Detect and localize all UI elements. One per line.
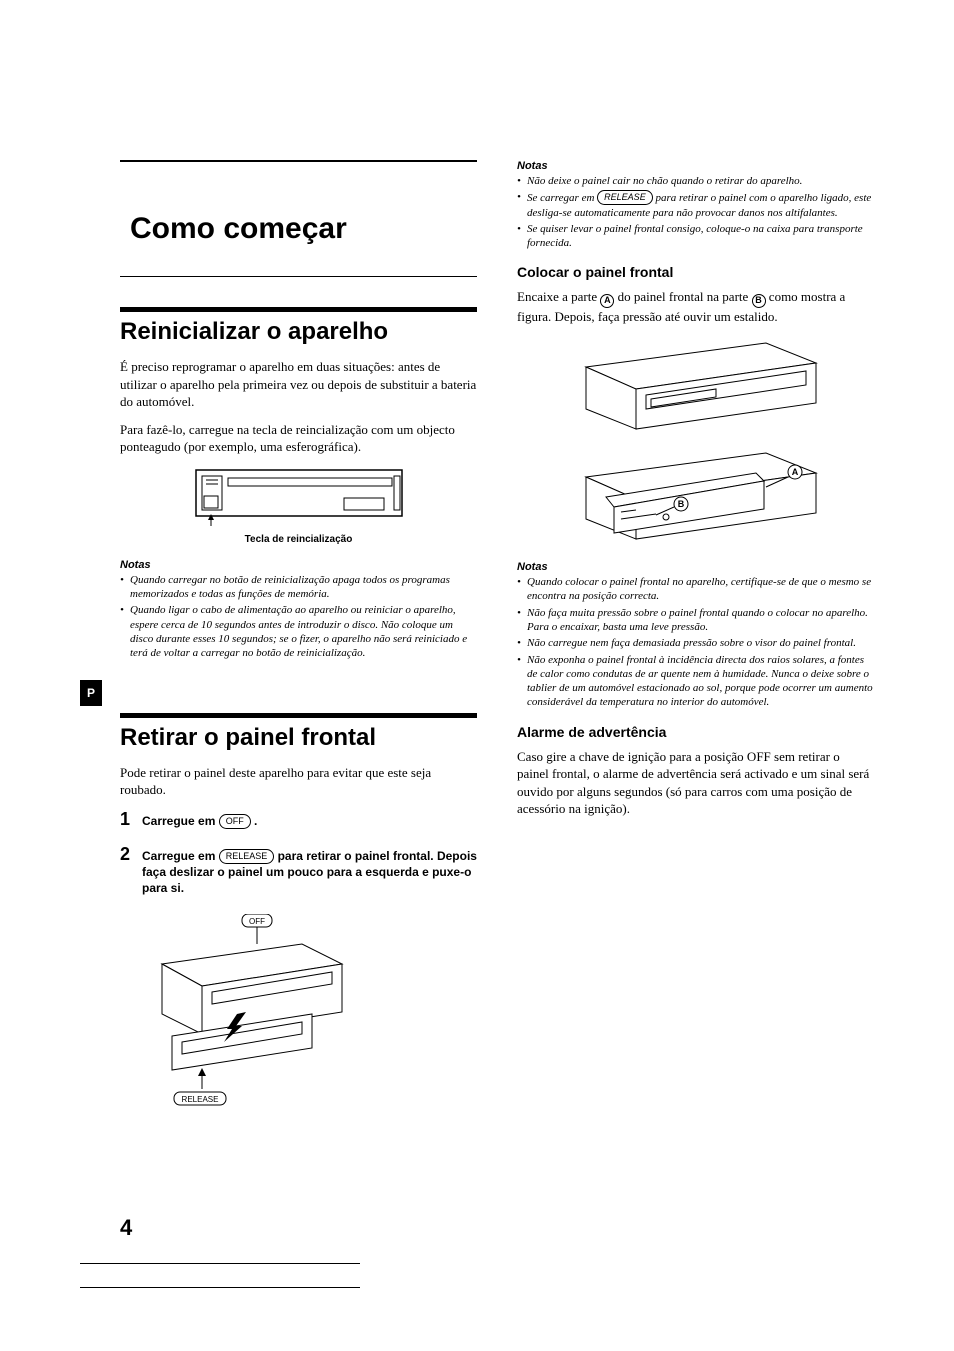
section-rule [120,713,477,718]
two-column-layout: Como começar Reinicializar o aparelho É … [120,160,874,1119]
body-text: É preciso reprogramar o aparelho em duas… [120,358,477,411]
bullet-icon: • [120,603,130,660]
notes-heading: Notas [517,561,874,573]
section-title-detach: Retirar o painel frontal [120,724,477,752]
step-text: Carregue em RELEASE para retirar o paine… [142,844,477,897]
release-button-label: RELEASE [219,849,275,864]
svg-text:B: B [677,499,684,509]
step-1: 1 Carregue em OFF . [120,809,477,830]
attach-panel-figure: A B [566,337,826,547]
note-text: Não deixe o painel cair no chão quando o… [527,174,802,188]
body-text: Caso gire a chave de ignição para a posi… [517,748,874,818]
note-item: • Quando ligar o cabo de alimentação ao … [120,603,477,660]
notes-heading: Notas [120,559,477,571]
note-item: • Não faça muita pressão sobre o painel … [517,606,874,635]
body-text: Para fazê-lo, carregue na tecla de reinc… [120,421,477,456]
off-button-label: OFF [219,814,251,829]
bullet-icon: • [517,575,527,604]
note-text: Quando colocar o painel frontal no apare… [527,575,874,604]
release-button-label: RELEASE [597,190,653,205]
subsection-title-attach: Colocar o painel frontal [517,264,874,280]
bullet-icon: • [517,222,527,251]
chapter-title: Como começar [130,212,477,246]
detach-panel-figure: OFF RELEASE [142,914,352,1114]
section-rule [120,307,477,312]
note-text: Não exponha o painel frontal à incidênci… [527,653,874,710]
note-item: • Não exponha o painel frontal à incidên… [517,653,874,710]
footer-rule-lines [80,1263,360,1311]
svg-text:OFF: OFF [249,917,265,926]
note-item: • Não carregue nem faça demasiada pressã… [517,636,874,650]
step-text: Carregue em OFF . [142,809,257,830]
bullet-icon: • [517,653,527,710]
reset-unit-figure [194,468,404,528]
note-text: Se carregar em RELEASE para retirar o pa… [527,190,874,220]
bullet-icon: • [517,636,527,650]
step-number: 2 [120,844,142,897]
body-text: Encaixe a parte A do painel frontal na p… [517,288,874,325]
language-tab: P [80,680,102,706]
notes-heading: Notas [517,160,874,172]
note-item: • Não deixe o painel cair no chão quando… [517,174,874,188]
note-text: Quando ligar o cabo de alimentação ao ap… [130,603,477,660]
note-item: • Quando colocar o painel frontal no apa… [517,575,874,604]
note-text: Não faça muita pressão sobre o painel fr… [527,606,874,635]
bullet-icon: • [517,190,527,220]
section-title-reset: Reinicializar o aparelho [120,318,477,346]
body-text: Pode retirar o painel deste aparelho par… [120,764,477,799]
bullet-icon: • [120,573,130,602]
note-item: • Quando carregar no botão de reiniciali… [120,573,477,602]
subsection-title-alarm: Alarme de advertência [517,724,874,740]
chapter-title-box: Como começar [120,160,477,277]
note-item: • Se carregar em RELEASE para retirar o … [517,190,874,220]
note-text: Quando carregar no botão de reinicializa… [130,573,477,602]
left-column: Como começar Reinicializar o aparelho É … [120,160,477,1119]
step-2: 2 Carregue em RELEASE para retirar o pai… [120,844,477,897]
right-column: Notas • Não deixe o painel cair no chão … [517,160,874,1119]
step-number: 1 [120,809,142,830]
label-a-icon: A [600,294,614,308]
bullet-icon: • [517,606,527,635]
svg-text:RELEASE: RELEASE [182,1095,219,1104]
figure-caption: Tecla de reincialização [120,534,477,545]
svg-text:A: A [791,467,798,477]
note-text: Se quiser levar o painel frontal consigo… [527,222,874,251]
label-b-icon: B [752,294,766,308]
note-item: • Se quiser levar o painel frontal consi… [517,222,874,251]
page-number: 4 [120,1215,132,1241]
note-text: Não carregue nem faça demasiada pressão … [527,636,856,650]
bullet-icon: • [517,174,527,188]
page-container: P Como começar Reinicializar o aparelho … [0,0,954,1351]
